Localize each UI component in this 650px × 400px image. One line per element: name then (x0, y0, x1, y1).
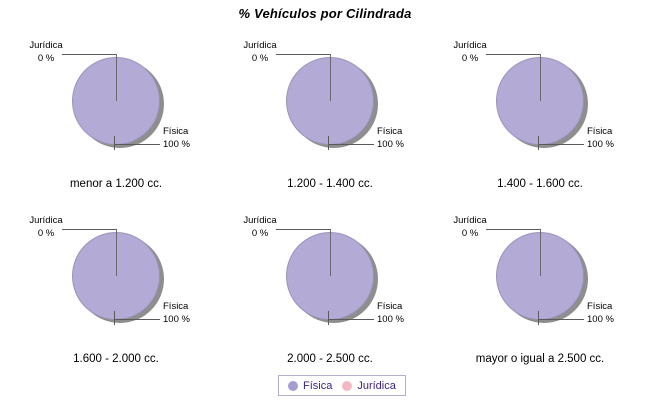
juridica-leader-line (276, 229, 330, 230)
fisica-leader-tick (538, 136, 539, 150)
fisica-name: Física (587, 301, 613, 312)
juridica-leader-line (486, 229, 540, 230)
fisica-callout: Física 100 % (377, 300, 431, 326)
juridica-callout: Jurídica 0 % (438, 39, 502, 65)
juridica-callout: Jurídica 0 % (228, 39, 292, 65)
fisica-leader-line (538, 319, 584, 320)
fisica-name: Física (587, 126, 613, 137)
fisica-name: Física (377, 301, 403, 312)
juridica-leader-line (62, 229, 116, 230)
fisica-swatch-icon (288, 380, 298, 391)
juridica-callout: Jurídica 0 % (14, 39, 78, 65)
slice-separator-line (116, 229, 117, 276)
pie-caption: menor a 1.200 cc. (69, 178, 163, 190)
slice-separator-line (116, 54, 117, 101)
legend-item-fisica: Física (288, 380, 332, 392)
pie-cell-6: Jurídica 0 % Física 100 % mayor o igual … (428, 205, 645, 375)
fisica-leader-line (114, 144, 160, 145)
juridica-percent: 0 % (251, 228, 269, 239)
juridica-swatch-icon (342, 380, 353, 391)
pie-caption: mayor o igual a 2.500 cc. (475, 353, 605, 365)
slice-separator-line (540, 229, 541, 276)
fisica-callout: Física 100 % (377, 125, 431, 151)
fisica-callout: Física 100 % (163, 125, 217, 151)
juridica-percent: 0 % (37, 53, 55, 64)
juridica-leader-line (276, 54, 330, 55)
pie-cell-5: Jurídica 0 % Física 100 % 2.000 - 2.500 … (218, 205, 435, 375)
juridica-name: Jurídica (453, 40, 487, 51)
juridica-name: Jurídica (453, 215, 487, 226)
fisica-leader-tick (114, 136, 115, 150)
fisica-leader-line (114, 319, 160, 320)
juridica-callout: Jurídica 0 % (228, 214, 292, 240)
pie-cell-4: Jurídica 0 % Física 100 % 1.600 - 2.000 … (4, 205, 221, 375)
slice-separator-line (540, 54, 541, 101)
juridica-percent: 0 % (461, 53, 479, 64)
pie-caption: 1.600 - 2.000 cc. (73, 353, 159, 365)
juridica-percent: 0 % (461, 228, 479, 239)
pie-caption: 2.000 - 2.500 cc. (287, 353, 373, 365)
fisica-callout: Física 100 % (587, 300, 641, 326)
fisica-leader-line (328, 144, 374, 145)
legend-item-juridica: Jurídica (342, 380, 396, 392)
slice-separator-line (330, 54, 331, 101)
fisica-percent: 100 % (163, 314, 190, 325)
pie-cell-2: Jurídica 0 % Física 100 % 1.200 - 1.400 … (218, 30, 435, 200)
juridica-percent: 0 % (37, 228, 55, 239)
juridica-callout: Jurídica 0 % (438, 214, 502, 240)
chart-title: % Vehículos por Cilindrada (238, 6, 412, 21)
fisica-percent: 100 % (587, 314, 614, 325)
fisica-callout: Física 100 % (587, 125, 641, 151)
fisica-callout: Física 100 % (163, 300, 217, 326)
fisica-leader-line (538, 144, 584, 145)
juridica-name: Jurídica (243, 215, 277, 226)
fisica-name: Física (377, 126, 403, 137)
pie-caption: 1.400 - 1.600 cc. (497, 178, 583, 190)
juridica-callout: Jurídica 0 % (14, 214, 78, 240)
juridica-leader-line (62, 54, 116, 55)
fisica-percent: 100 % (377, 314, 404, 325)
fisica-leader-tick (114, 311, 115, 325)
fisica-leader-tick (328, 136, 329, 150)
juridica-percent: 0 % (251, 53, 269, 64)
legend-label-juridica: Jurídica (357, 379, 396, 392)
fisica-name: Física (163, 301, 189, 312)
fisica-leader-line (328, 319, 374, 320)
juridica-name: Jurídica (243, 40, 277, 51)
juridica-name: Jurídica (29, 215, 63, 226)
juridica-name: Jurídica (29, 40, 63, 51)
pie-caption: 1.200 - 1.400 cc. (287, 178, 373, 190)
fisica-percent: 100 % (587, 139, 614, 150)
legend-label-fisica: Física (303, 379, 333, 392)
pie-cell-3: Jurídica 0 % Física 100 % 1.400 - 1.600 … (428, 30, 645, 200)
fisica-percent: 100 % (163, 139, 190, 150)
fisica-name: Física (163, 126, 189, 137)
fisica-leader-tick (328, 311, 329, 325)
fisica-percent: 100 % (377, 139, 404, 150)
juridica-leader-line (486, 54, 540, 55)
slice-separator-line (330, 229, 331, 276)
fisica-leader-tick (538, 311, 539, 325)
legend: Física Jurídica (278, 375, 406, 396)
pie-cell-1: Jurídica 0 % Física 100 % menor a 1.200 … (4, 30, 221, 200)
